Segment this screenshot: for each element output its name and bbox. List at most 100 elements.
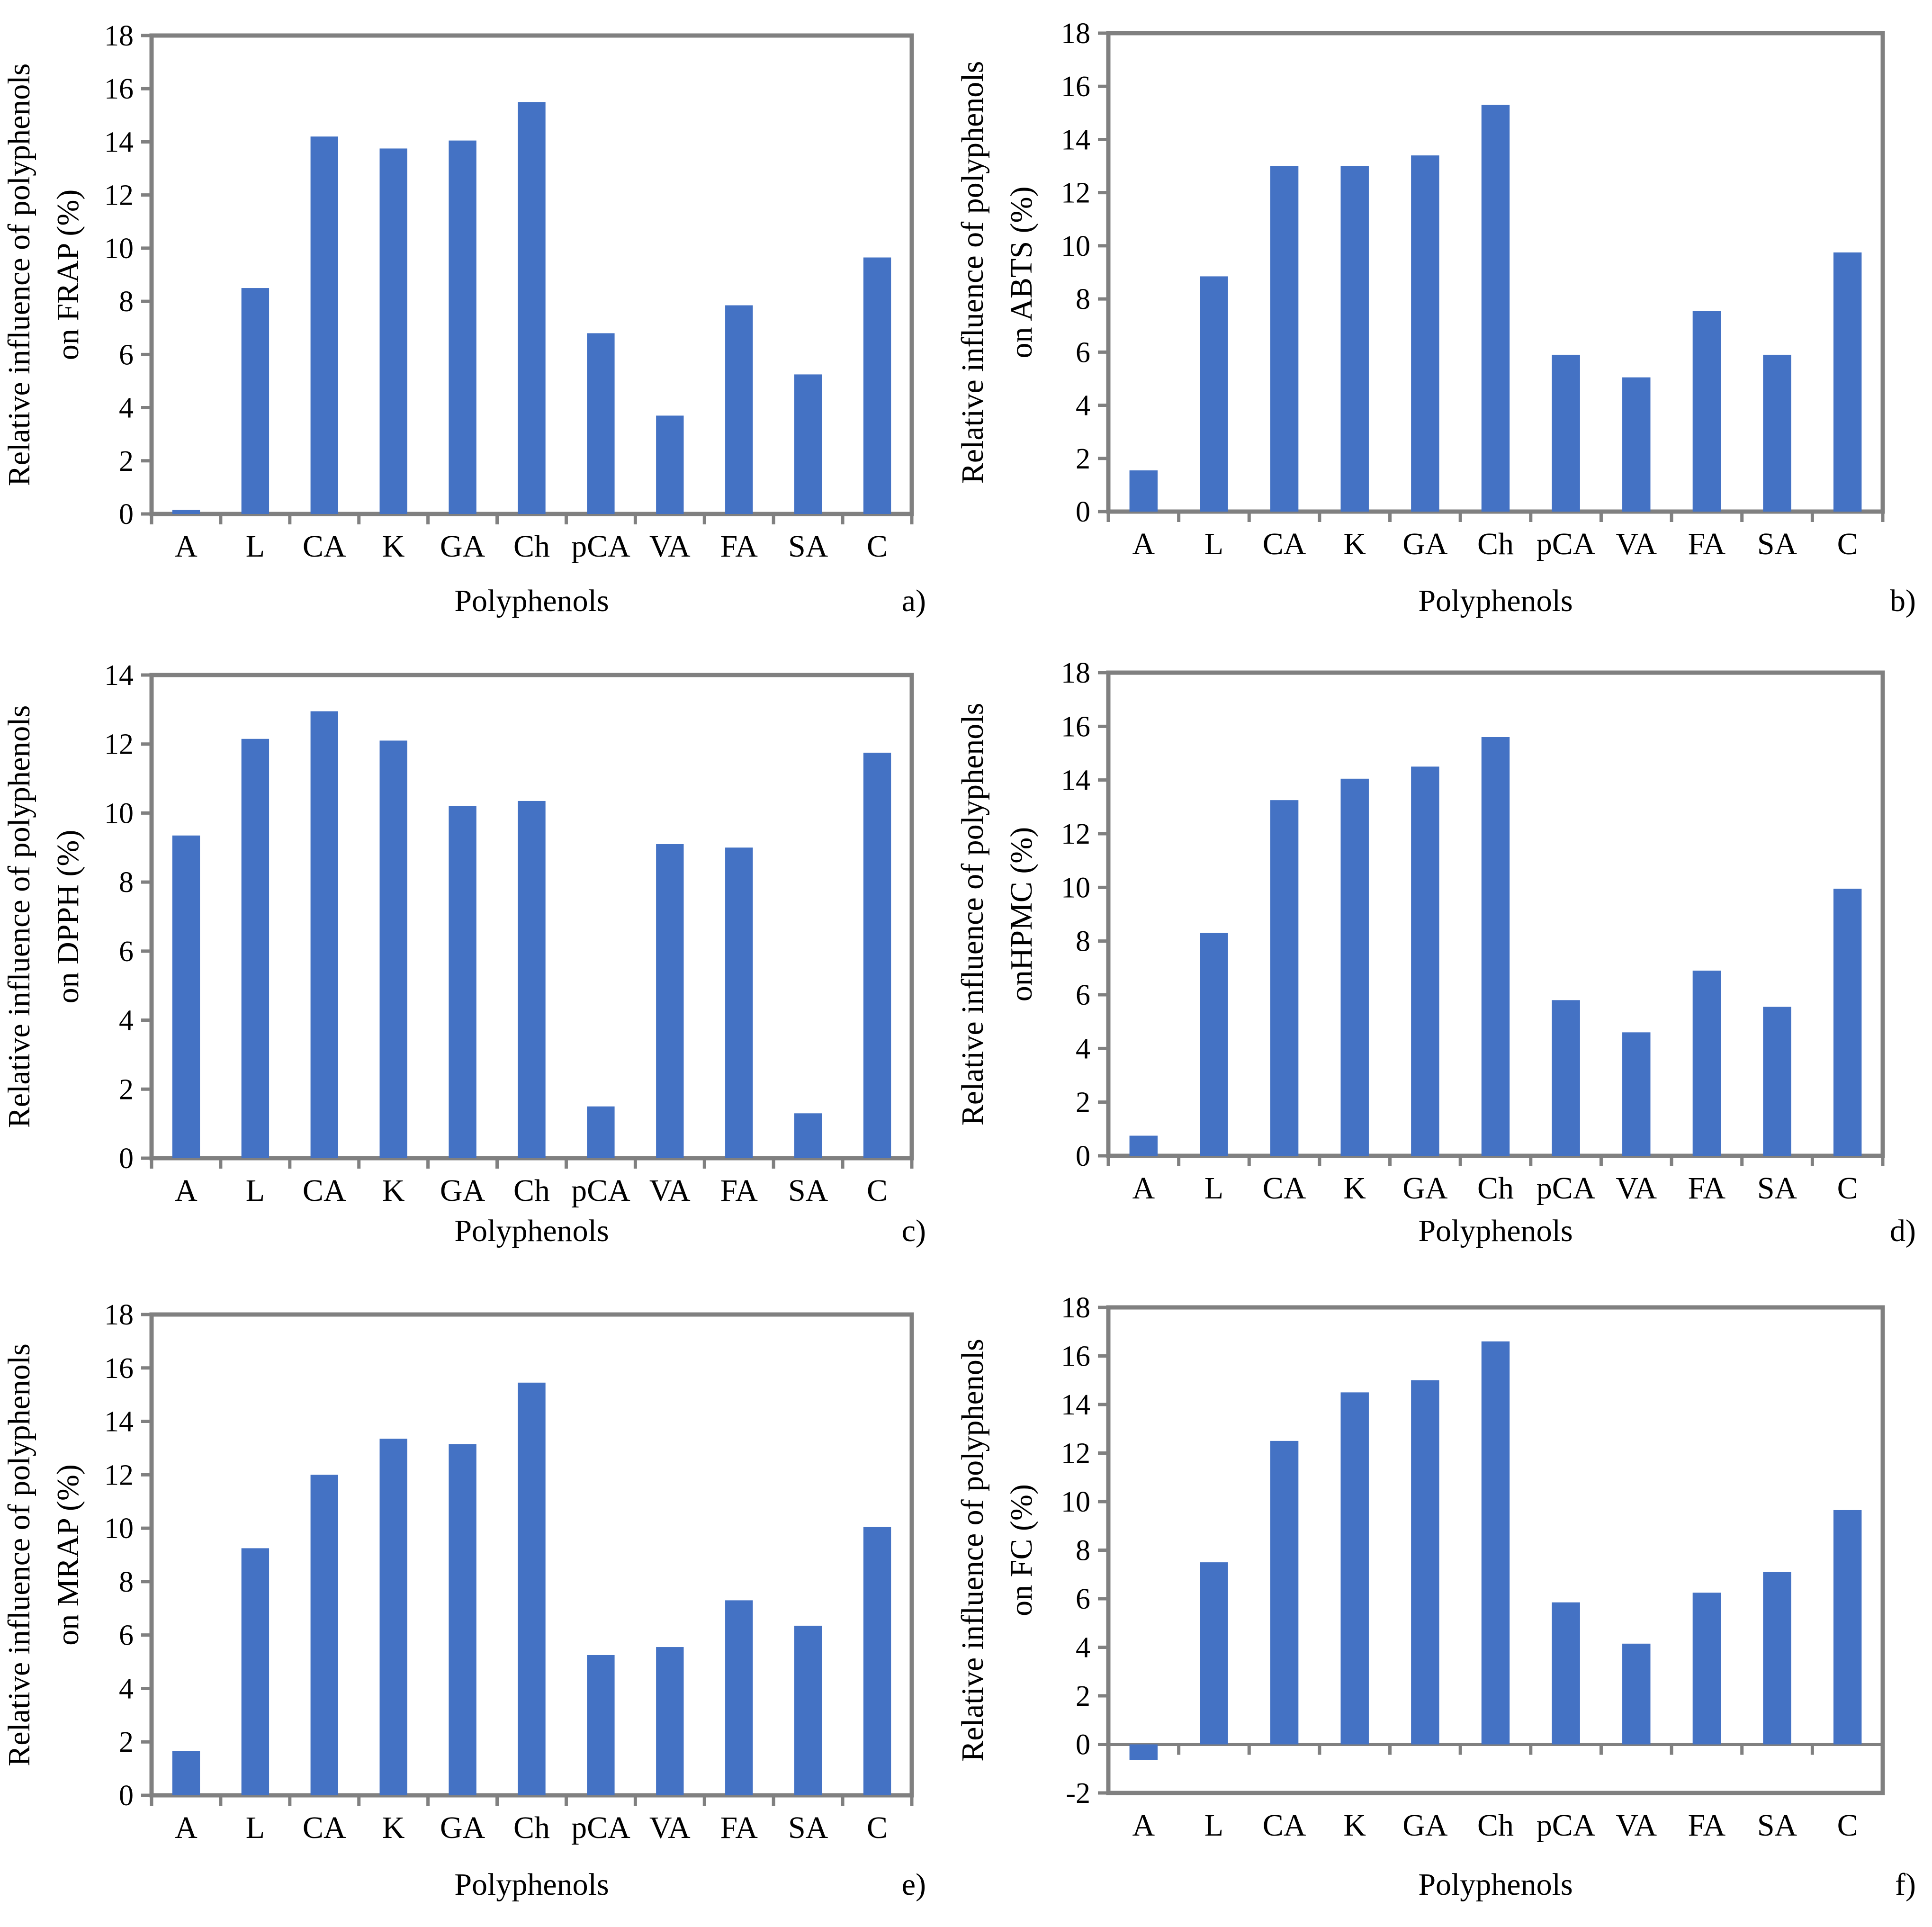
y-tick-label: 6 [119, 936, 134, 968]
bar-VA [1622, 377, 1651, 512]
x-category-label: GA [440, 1810, 485, 1845]
y-tick-label: 16 [104, 1352, 134, 1385]
y-tick-label: 2 [119, 1726, 134, 1758]
y-tick-label: 16 [1061, 71, 1090, 103]
bar-CA [1270, 166, 1299, 512]
bar-VA [656, 844, 684, 1158]
chart-svg: 0 2 4 6 8 10 12 14 16 18 A L CA K GA Ch pCA VA FA SA C Polyph… [2, 20, 926, 618]
x-category-label: SA [1757, 527, 1797, 561]
y-tick-label: 10 [104, 1513, 134, 1545]
x-category-label: VA [649, 529, 691, 564]
y-tick-label: 4 [119, 392, 134, 424]
x-category-label: Ch [1477, 1808, 1514, 1843]
x-category-label: Ch [1477, 527, 1514, 561]
bar-C [863, 257, 891, 514]
x-category-label: GA [440, 529, 485, 564]
bar-CA [310, 1475, 338, 1795]
x-category-label: Ch [513, 1810, 550, 1845]
x-category-label: SA [788, 529, 828, 564]
bar-pCA [587, 1655, 615, 1795]
x-category-label: C [1837, 1808, 1858, 1843]
bar-Ch [518, 1382, 546, 1795]
y-tick-label: 14 [1061, 124, 1090, 156]
y-tick-label: 8 [1076, 283, 1090, 315]
y-tick-label: 6 [1076, 1583, 1090, 1615]
y-axis-title: on FRAP (%) [51, 189, 85, 360]
y-axis-title: Relative influence of polyphenols [2, 705, 36, 1128]
bar-A [172, 1751, 200, 1795]
y-axis-title: Relative influence of polyphenols [955, 61, 990, 484]
x-category-label: C [867, 529, 888, 564]
x-category-label: A [1132, 1808, 1155, 1843]
y-axis-title: Relative influence of polyphenols [955, 1339, 990, 1762]
y-tick-label: 0 [1076, 496, 1090, 528]
x-category-label: K [382, 1173, 405, 1208]
bar-VA [1622, 1032, 1651, 1156]
bar-Ch [518, 102, 546, 514]
y-tick-label: -2 [1066, 1777, 1090, 1810]
y-tick-label: 12 [104, 1459, 134, 1491]
x-category-label: GA [1402, 527, 1448, 561]
bar-C [863, 752, 891, 1158]
y-tick-label: 8 [119, 1566, 134, 1598]
bar-A [1129, 470, 1158, 512]
chart-svg: 0 2 4 6 8 10 12 14 16 18 A L CA K GA Ch pCA VA FA SA C Polyph… [955, 657, 1916, 1248]
bar-K [1340, 166, 1369, 512]
y-tick-label: 8 [119, 286, 134, 318]
x-axis-title: Polyphenols [454, 1867, 609, 1902]
y-tick-label: 12 [104, 180, 134, 212]
bar-K [379, 1439, 407, 1795]
chart-svg: 0 2 4 6 8 10 12 14 16 18 A L CA K GA Ch pCA VA FA SA C Polyph… [2, 1299, 926, 1902]
x-category-label: CA [1263, 1171, 1306, 1206]
bar-FA [1692, 311, 1721, 512]
y-tick-label: 14 [104, 126, 134, 158]
y-tick-label: 14 [1061, 1389, 1090, 1421]
x-category-label: GA [440, 1173, 485, 1208]
y-tick-label: 6 [119, 1620, 134, 1652]
bar-GA [449, 1444, 476, 1795]
y-tick-label: 4 [1076, 390, 1090, 422]
x-category-label: A [1132, 527, 1155, 561]
y-tick-label: 0 [119, 1143, 134, 1175]
bar-FA [725, 305, 753, 514]
bar-VA [656, 415, 684, 514]
y-tick-label: 6 [119, 339, 134, 371]
bar-GA [1411, 766, 1439, 1156]
y-tick-label: 12 [104, 729, 134, 761]
bar-Ch [1481, 105, 1510, 512]
bar-SA [1763, 1572, 1791, 1745]
x-category-label: C [1837, 1171, 1858, 1206]
x-category-label: A [1132, 1171, 1155, 1206]
bar-VA [656, 1647, 684, 1795]
chart-svg: 0 2 4 6 8 10 12 14 16 18 A L CA K GA Ch pCA VA FA SA C Polyph… [955, 18, 1916, 618]
x-category-label: VA [1616, 527, 1657, 561]
x-axis-title: Polyphenols [1418, 584, 1573, 618]
y-tick-label: 12 [1061, 1438, 1090, 1470]
y-tick-label: 4 [119, 1673, 134, 1705]
bar-pCA [587, 333, 615, 514]
y-tick-label: 6 [1076, 979, 1090, 1011]
y-tick-label: 18 [104, 1299, 134, 1331]
bar-pCA [1552, 1602, 1580, 1745]
y-axis-title: on MRAP (%) [51, 1464, 85, 1646]
bar-L [1200, 1562, 1228, 1745]
y-tick-label: 2 [1076, 1680, 1090, 1712]
x-category-label: CA [1263, 1808, 1306, 1843]
x-category-label: pCA [1537, 1808, 1596, 1843]
x-category-label: VA [649, 1810, 691, 1845]
y-axis-title: Relative influence of polyphenols [2, 63, 36, 486]
bar-FA [725, 847, 753, 1158]
y-tick-label: 2 [119, 1073, 134, 1106]
x-category-label: Ch [1477, 1171, 1514, 1206]
y-axis-title: on ABTS (%) [1004, 187, 1039, 359]
x-axis-title: Polyphenols [1418, 1867, 1573, 1902]
x-category-label: FA [720, 1810, 758, 1845]
x-category-label: pCA [571, 1810, 630, 1845]
x-category-label: GA [1402, 1808, 1448, 1843]
x-category-label: SA [1757, 1808, 1797, 1843]
y-tick-label: 8 [119, 866, 134, 899]
bar-L [1200, 276, 1228, 512]
y-tick-label: 10 [1061, 230, 1090, 262]
bar-SA [794, 374, 822, 514]
